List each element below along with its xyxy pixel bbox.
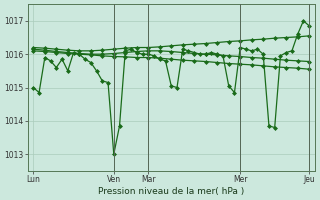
X-axis label: Pression niveau de la mer( hPa ): Pression niveau de la mer( hPa ) bbox=[98, 187, 244, 196]
